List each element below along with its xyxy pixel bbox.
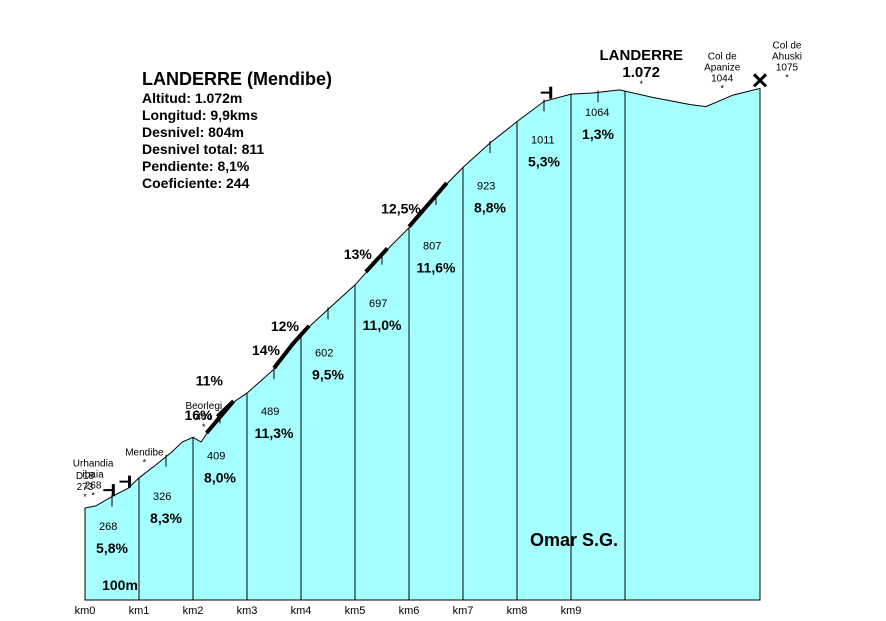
km-altitude-label: 268	[99, 521, 117, 533]
summary-coeficiente: Coeficiente: 244	[142, 175, 250, 191]
x-tick-label: km1	[129, 605, 150, 617]
profile-labels: km0 km1 km2 km3 km4 km5 km6 km7 km8 km9 268 5,8% 326…	[73, 40, 802, 617]
km-altitude-label: 1011	[531, 135, 555, 147]
landmark-label: 1.072	[622, 64, 660, 81]
summary-desnivel: Desnivel: 804m	[142, 124, 244, 140]
climb-title: LANDERRE (Mendibe)	[142, 69, 332, 89]
km-altitude-label: 326	[153, 491, 171, 503]
landmark-label: LANDERRE	[600, 47, 683, 64]
km-altitude-label: 923	[477, 180, 495, 192]
steep-section-label: 14%	[252, 342, 281, 358]
km-grade-label: 9,5%	[312, 366, 344, 382]
landmark-label: Col de	[708, 52, 737, 63]
km-grade-label: 11,6%	[417, 260, 456, 276]
x-tick-label: km5	[345, 605, 366, 617]
x-tick-label: km6	[399, 605, 420, 617]
km-altitude-label: 409	[207, 450, 225, 462]
landmark-marker: *	[720, 84, 724, 94]
landmark-label: Urhandia	[73, 458, 114, 469]
x-tick-label: km2	[183, 605, 204, 617]
scale-label: 100m	[102, 577, 138, 593]
profile-marks	[103, 73, 768, 507]
landmark-label: D18	[76, 471, 95, 482]
landmark-marker: *	[639, 79, 643, 89]
steep-section-label: 13%	[344, 246, 373, 262]
km-grade-label: 8,8%	[474, 199, 506, 215]
steep-section-label: 11%	[196, 373, 224, 389]
landmark-marker: *	[202, 422, 206, 432]
landmark-label: Ahuski	[772, 51, 802, 62]
landmark-label: Beorlegi	[185, 401, 222, 412]
landmark-label: Mendibe	[125, 448, 164, 459]
landmark-label: 1075	[776, 62, 799, 73]
summary-altitud: Altitud: 1.072m	[142, 90, 243, 106]
landmark-marker: *	[143, 458, 147, 468]
km-gridlines	[84, 91, 626, 600]
summary-desnivel-total: Desnivel total: 811	[142, 141, 265, 157]
landmark-label: Apanize	[704, 63, 741, 74]
landmark-label: 404	[195, 412, 212, 423]
km-grade-label: 1,3%	[582, 126, 614, 142]
landmark-label: Col de	[773, 40, 802, 51]
x-tick-label: km4	[291, 605, 312, 617]
km-grade-label: 5,3%	[528, 154, 560, 170]
km-grade-label: 8,3%	[150, 510, 182, 526]
profile-fill	[84, 87, 761, 601]
x-tick-label: km7	[453, 605, 474, 617]
km-grade-label: 5,8%	[96, 540, 128, 556]
steep-section-label: 12,5%	[381, 201, 421, 217]
steep-section-bar	[291, 324, 311, 346]
km-altitude-label: 1064	[585, 107, 609, 119]
landmark-label: ibaia	[83, 469, 105, 480]
profile-area	[84, 87, 761, 601]
summary-longitud: Longitud: 9,9kms	[142, 107, 258, 123]
landmark-label: 273	[77, 482, 94, 493]
km-altitude-label: 602	[315, 347, 333, 359]
steep-section-bar	[364, 246, 389, 274]
x-tick-label: km0	[75, 605, 96, 617]
landmark-marker: *	[785, 72, 789, 82]
x-tick-label: km9	[561, 605, 582, 617]
km-altitude-label: 489	[261, 406, 279, 418]
km-grade-label: 8,0%	[204, 469, 236, 485]
steep-section-bar	[407, 181, 449, 229]
km-altitude-label: 697	[369, 298, 387, 310]
steep-section-bar	[215, 399, 235, 418]
steep-section-label: 12%	[271, 318, 300, 334]
km-grade-label: 11,3%	[255, 425, 294, 441]
author-credit: Omar S.G.	[530, 530, 619, 550]
landmark-marker: *	[91, 490, 95, 500]
landmark-marker: *	[83, 492, 87, 502]
landmark-label: 1044	[711, 74, 734, 85]
km-altitude-label: 807	[423, 241, 441, 253]
summary-pendiente: Pendiente: 8,1%	[142, 158, 250, 174]
climb-summary: LANDERRE (Mendibe) Altitud: 1.072m Longi…	[142, 68, 332, 192]
steep-section-label: 16%	[184, 407, 213, 423]
end-marker-icon	[752, 73, 768, 88]
km-grade-label: 11,0%	[363, 317, 402, 333]
x-tick-label: km8	[507, 605, 528, 617]
landmark-label: 268	[85, 480, 102, 491]
steep-section-bar	[272, 342, 295, 370]
x-tick-label: km3	[237, 605, 258, 617]
